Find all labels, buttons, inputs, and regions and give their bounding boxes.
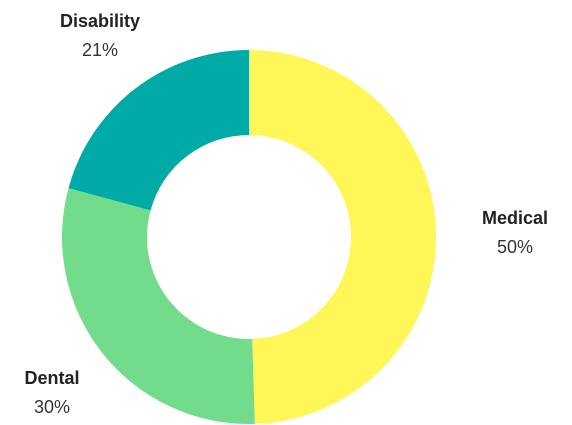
slice-label-dental: Dental [24,368,79,388]
slice-disability [68,49,250,211]
slice-label-disability: Disability [60,11,140,31]
slice-percent-disability: 21% [82,40,118,60]
slice-medical [249,50,437,424]
donut-labels: Medical 50% Dental 30% Disability 21% [24,11,548,417]
slice-percent-dental: 30% [34,397,70,417]
slice-label-medical: Medical [482,208,548,228]
slice-dental [62,188,255,424]
donut-slices [62,49,437,424]
slice-percent-medical: 50% [497,237,533,257]
